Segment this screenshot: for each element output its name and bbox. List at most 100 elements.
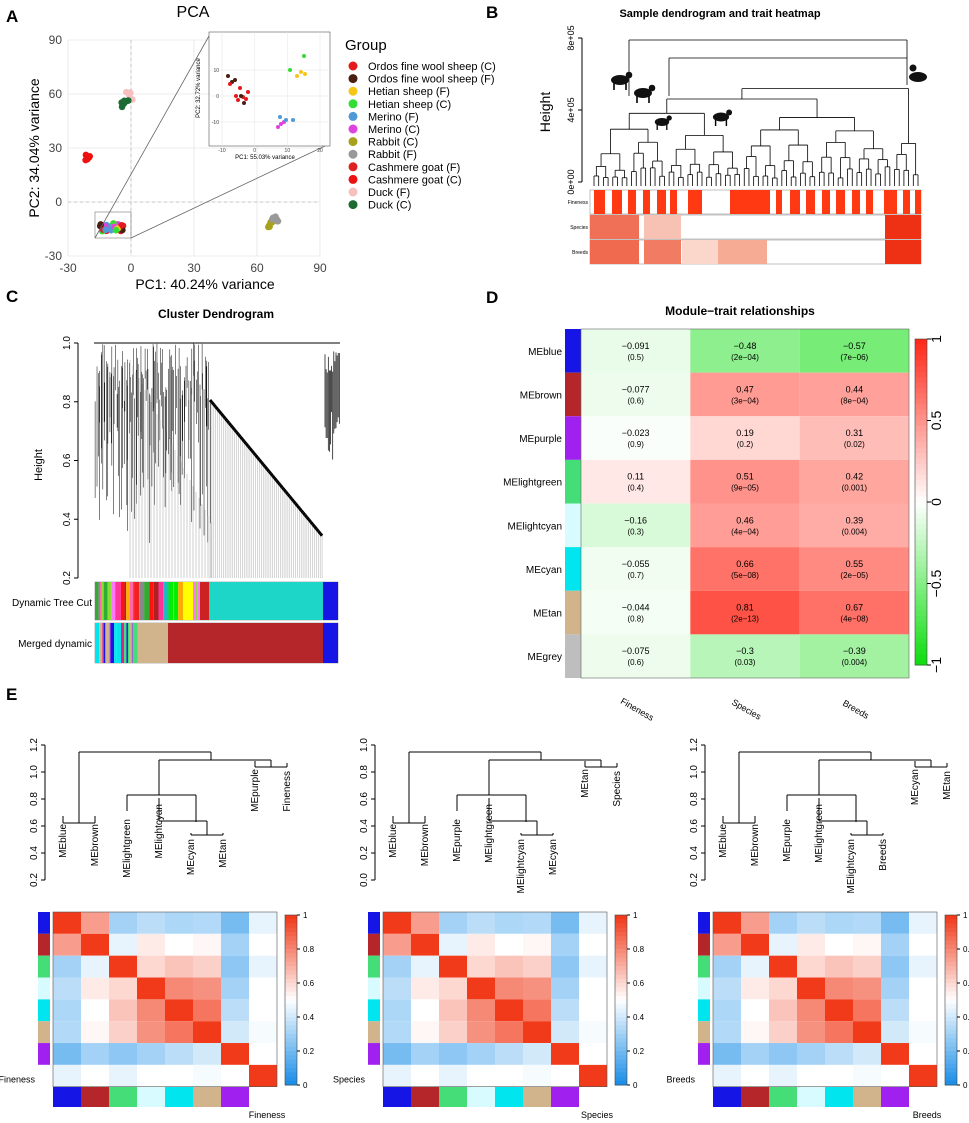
eigengene-row-swatch bbox=[368, 1064, 380, 1087]
eigengene-panel: 0.2 0.4 0.6 0.8 1.0 1.2 MEblue MEbrown MEpurple M… bbox=[666, 738, 969, 1120]
eigengene-cell bbox=[165, 1021, 193, 1044]
eigengene-row-swatch bbox=[38, 999, 50, 1022]
eigengene-cell bbox=[81, 1064, 109, 1087]
eigengene-col-swatch bbox=[81, 1087, 109, 1107]
eigengene-cell bbox=[137, 1043, 165, 1065]
module-trait-pvalue: (0.9) bbox=[627, 440, 644, 449]
cluster-dendrogram-branch bbox=[225, 419, 231, 424]
eigengene-cell bbox=[579, 1064, 607, 1087]
eigengene-colorbar-step bbox=[945, 978, 957, 984]
tree-cut-segment bbox=[153, 582, 159, 620]
eigengene-cell bbox=[467, 955, 495, 978]
eigengene-colorbar-step bbox=[945, 961, 957, 967]
cluster-dendrogram-branch bbox=[284, 491, 290, 496]
eigengene-cell bbox=[741, 912, 769, 934]
eigengene-colorbar-step bbox=[615, 1046, 627, 1052]
eigengene-cell bbox=[165, 1043, 193, 1065]
eigengene-cell bbox=[467, 912, 495, 934]
colorbar-step bbox=[915, 387, 927, 394]
eigengene-leaf-label: MEcyan bbox=[186, 839, 197, 875]
eigengene-col-swatch bbox=[383, 1087, 411, 1107]
eigengene-leaf-label: MElightgreen bbox=[122, 819, 133, 878]
module-trait-cell bbox=[799, 329, 909, 373]
colorbar-step bbox=[915, 561, 927, 568]
eigengene-cell bbox=[439, 955, 467, 978]
cluster-dendrogram-branch bbox=[300, 509, 305, 514]
duck-icon bbox=[909, 64, 917, 72]
eigengene-leaf-label: MEcyan bbox=[910, 769, 921, 805]
eigengene-colorbar-step bbox=[615, 1072, 627, 1077]
tree-cut-segment bbox=[133, 582, 135, 620]
module-trait-title: Module−trait relationships bbox=[665, 304, 815, 318]
pca-legend-label: Merino (F) bbox=[368, 111, 419, 123]
eigengene-cell bbox=[769, 999, 797, 1022]
rabbit-icon bbox=[666, 115, 672, 121]
eigengene-col-swatch bbox=[579, 1087, 607, 1107]
eigengene-row-swatch bbox=[698, 933, 710, 956]
cluster-dendrogram-branch bbox=[212, 403, 217, 408]
eigengene-cell bbox=[249, 1021, 277, 1044]
cluster-dendrogram-branch bbox=[260, 461, 265, 466]
tree-cut-segment bbox=[95, 582, 99, 620]
tree-cut-segment bbox=[103, 582, 108, 620]
eigengene-colorbar-step bbox=[285, 978, 297, 984]
module-color-swatch bbox=[565, 503, 581, 548]
sample-dendrogram-title: Sample dendrogram and trait heatmap bbox=[619, 8, 820, 20]
breeds-cell bbox=[885, 240, 921, 264]
cluster-dendrogram-ytick: 0.8 bbox=[62, 394, 73, 408]
colorbar-step bbox=[915, 605, 927, 612]
module-row-label: MEbrown bbox=[520, 390, 562, 401]
cluster-dendrogram-panel: Cluster Dendrogram 0.2 0.4 0.6 0.8 1.0 Height D… bbox=[12, 307, 340, 664]
module-trait-pvalue: (0.004) bbox=[842, 527, 868, 536]
pca-ytick: 30 bbox=[49, 141, 63, 155]
eigengene-col-swatch bbox=[881, 1087, 909, 1107]
eigengene-cell bbox=[797, 955, 825, 978]
eigengene-colorbar-step bbox=[945, 940, 957, 946]
colorbar-step bbox=[915, 393, 927, 400]
eigengene-cell bbox=[579, 912, 607, 934]
eigengene-colorbar-step bbox=[945, 987, 957, 992]
module-trait-cell bbox=[799, 634, 909, 678]
eigengene-cell bbox=[193, 912, 221, 934]
merged-segment bbox=[126, 623, 128, 663]
cluster-dendrogram-branch bbox=[286, 493, 291, 498]
eigengene-cell bbox=[383, 1021, 411, 1044]
eigengene-ytick: 0.0 bbox=[359, 873, 370, 887]
pca-legend-swatch bbox=[348, 99, 358, 109]
pca-inset-point bbox=[226, 74, 230, 78]
pca-inset-point bbox=[284, 118, 288, 122]
eigengene-leaf-label: Breeds bbox=[878, 839, 889, 871]
merged-segment bbox=[99, 623, 103, 663]
eigengene-leaf-label: MElightcyan bbox=[846, 839, 857, 893]
eigengene-cell bbox=[909, 912, 937, 934]
eigengene-cell bbox=[249, 999, 277, 1022]
pca-point bbox=[274, 217, 281, 225]
sample-dendrogram-panel: Sample dendrogram and trait heatmap 0e+00… bbox=[537, 8, 927, 265]
tree-cut-segment bbox=[98, 582, 100, 620]
pca-ytick: 0 bbox=[55, 195, 62, 209]
eigengene-cell bbox=[467, 1021, 495, 1044]
colorbar-step bbox=[915, 610, 927, 617]
fineness-cell bbox=[790, 190, 800, 214]
eigengene-ytick: 1.2 bbox=[689, 738, 700, 752]
module-trait-cell bbox=[799, 459, 909, 504]
fineness-cell bbox=[852, 190, 860, 214]
eigengene-cell bbox=[109, 999, 137, 1022]
eigengene-cell bbox=[881, 933, 909, 956]
eigengene-colorbar-step bbox=[945, 1055, 957, 1060]
eigengene-row-swatch bbox=[698, 999, 710, 1022]
cluster-dendrogram-branch bbox=[292, 500, 297, 505]
eigengene-colorbar-step bbox=[615, 919, 627, 924]
module-trait-pvalue: (2e−05) bbox=[840, 571, 868, 580]
eigengene-colorbar-label: 1 bbox=[633, 911, 638, 920]
eigengene-cell bbox=[523, 977, 551, 1000]
cluster-dendrogram-branch bbox=[317, 530, 322, 535]
colorbar-step bbox=[915, 621, 927, 628]
cluster-dendrogram-branch bbox=[311, 523, 316, 528]
eigengene-row-swatch bbox=[368, 1043, 380, 1065]
colorbar-step bbox=[915, 540, 927, 546]
eigengene-cell bbox=[383, 912, 411, 934]
module-trait-pvalue: (9e−05) bbox=[731, 484, 759, 493]
eigengene-col-swatch bbox=[853, 1087, 881, 1107]
eigengene-colorbar-step bbox=[945, 923, 957, 929]
